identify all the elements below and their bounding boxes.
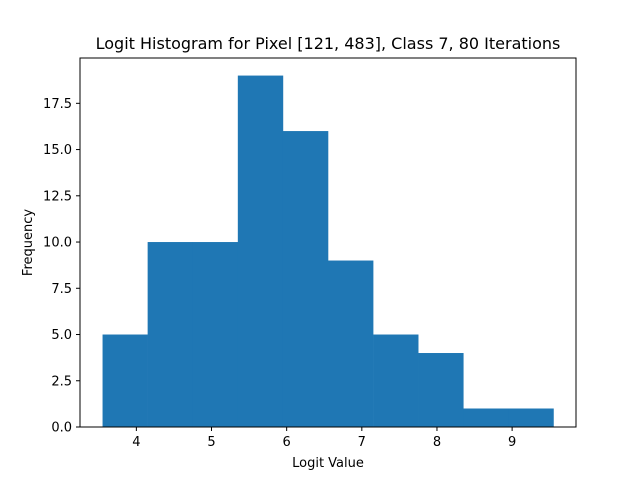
bars-group [102, 75, 554, 427]
histogram-bar [147, 242, 194, 427]
histogram-bar [192, 242, 239, 427]
histogram-bar [282, 131, 329, 427]
plot-frame [79, 57, 577, 428]
y-tick-label: 15.0 [43, 143, 72, 158]
x-axis-title: Logit Value [292, 456, 364, 471]
histogram-bar [463, 408, 509, 427]
y-tick-label: 0.0 [51, 421, 72, 436]
y-tick-label: 17.5 [43, 97, 72, 112]
histogram-bar [508, 408, 554, 427]
chart-title: Logit Histogram for Pixel [121, 483], Cl… [96, 34, 561, 53]
histogram-bar [237, 75, 284, 427]
ticks-group: 4 5 6 7 8 9 0.0 2.5 5.0 7.5 10.0 12.5 15.0 17.5 [43, 97, 516, 450]
y-tick-label: 2.5 [51, 374, 72, 389]
y-tick-label: 7.5 [51, 282, 72, 297]
y-tick-label: 12.5 [43, 189, 72, 204]
histogram-bar [373, 334, 419, 427]
histogram-bar [102, 334, 148, 427]
y-tick-label: 5.0 [51, 328, 72, 343]
histogram-bar [328, 260, 374, 427]
histogram-bar [418, 353, 464, 427]
x-tick-label: 4 [132, 435, 140, 450]
y-tick-label: 10.0 [43, 236, 72, 251]
x-tick-label: 7 [358, 435, 366, 450]
x-tick-label: 8 [433, 435, 441, 450]
x-tick-label: 9 [508, 435, 516, 450]
y-axis-title: Frequency [21, 209, 36, 276]
x-tick-label: 5 [207, 435, 215, 450]
x-tick-label: 6 [283, 435, 291, 450]
